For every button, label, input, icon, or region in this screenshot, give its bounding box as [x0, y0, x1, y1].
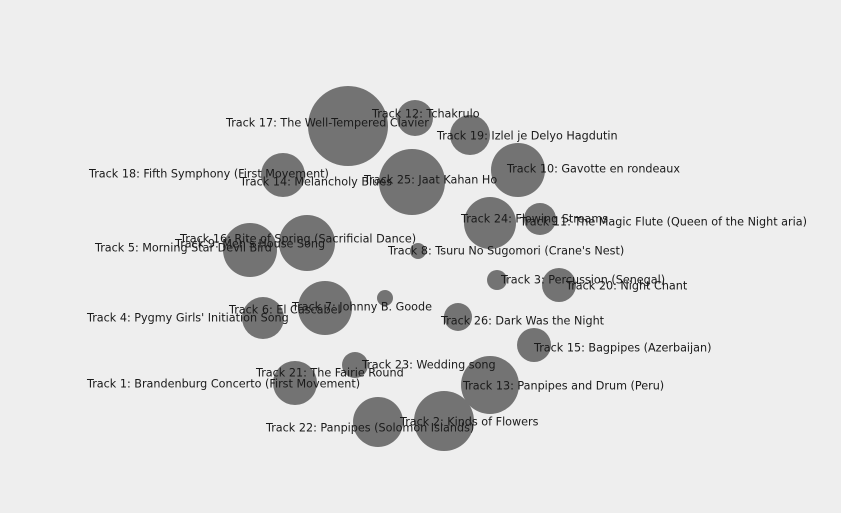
bubble-marker[interactable]	[261, 153, 305, 197]
bubble-marker[interactable]	[353, 397, 403, 447]
bubble-marker[interactable]	[298, 281, 352, 335]
bubble-marker[interactable]	[414, 391, 474, 451]
bubble-marker[interactable]	[397, 100, 433, 136]
bubble-marker[interactable]	[410, 243, 426, 259]
bubble-marker[interactable]	[342, 352, 368, 378]
bubble-marker[interactable]	[379, 149, 445, 215]
bubble-marker[interactable]	[223, 223, 277, 277]
bubble-marker[interactable]	[517, 328, 551, 362]
bubble-marker[interactable]	[273, 361, 317, 405]
bubble-marker[interactable]	[308, 86, 388, 166]
bubble-marker[interactable]	[444, 303, 472, 331]
bubble-marker[interactable]	[461, 356, 519, 414]
bubble-marker[interactable]	[279, 215, 335, 271]
bubble-marker[interactable]	[491, 143, 545, 197]
bubble-marker[interactable]	[450, 115, 490, 155]
bubble-marker[interactable]	[542, 268, 576, 302]
bubble-marker[interactable]	[377, 290, 393, 306]
bubble-marker[interactable]	[464, 197, 516, 249]
bubble-marker[interactable]	[487, 270, 507, 290]
bubble-marker[interactable]	[524, 203, 556, 235]
bubble-marker[interactable]	[242, 297, 284, 339]
